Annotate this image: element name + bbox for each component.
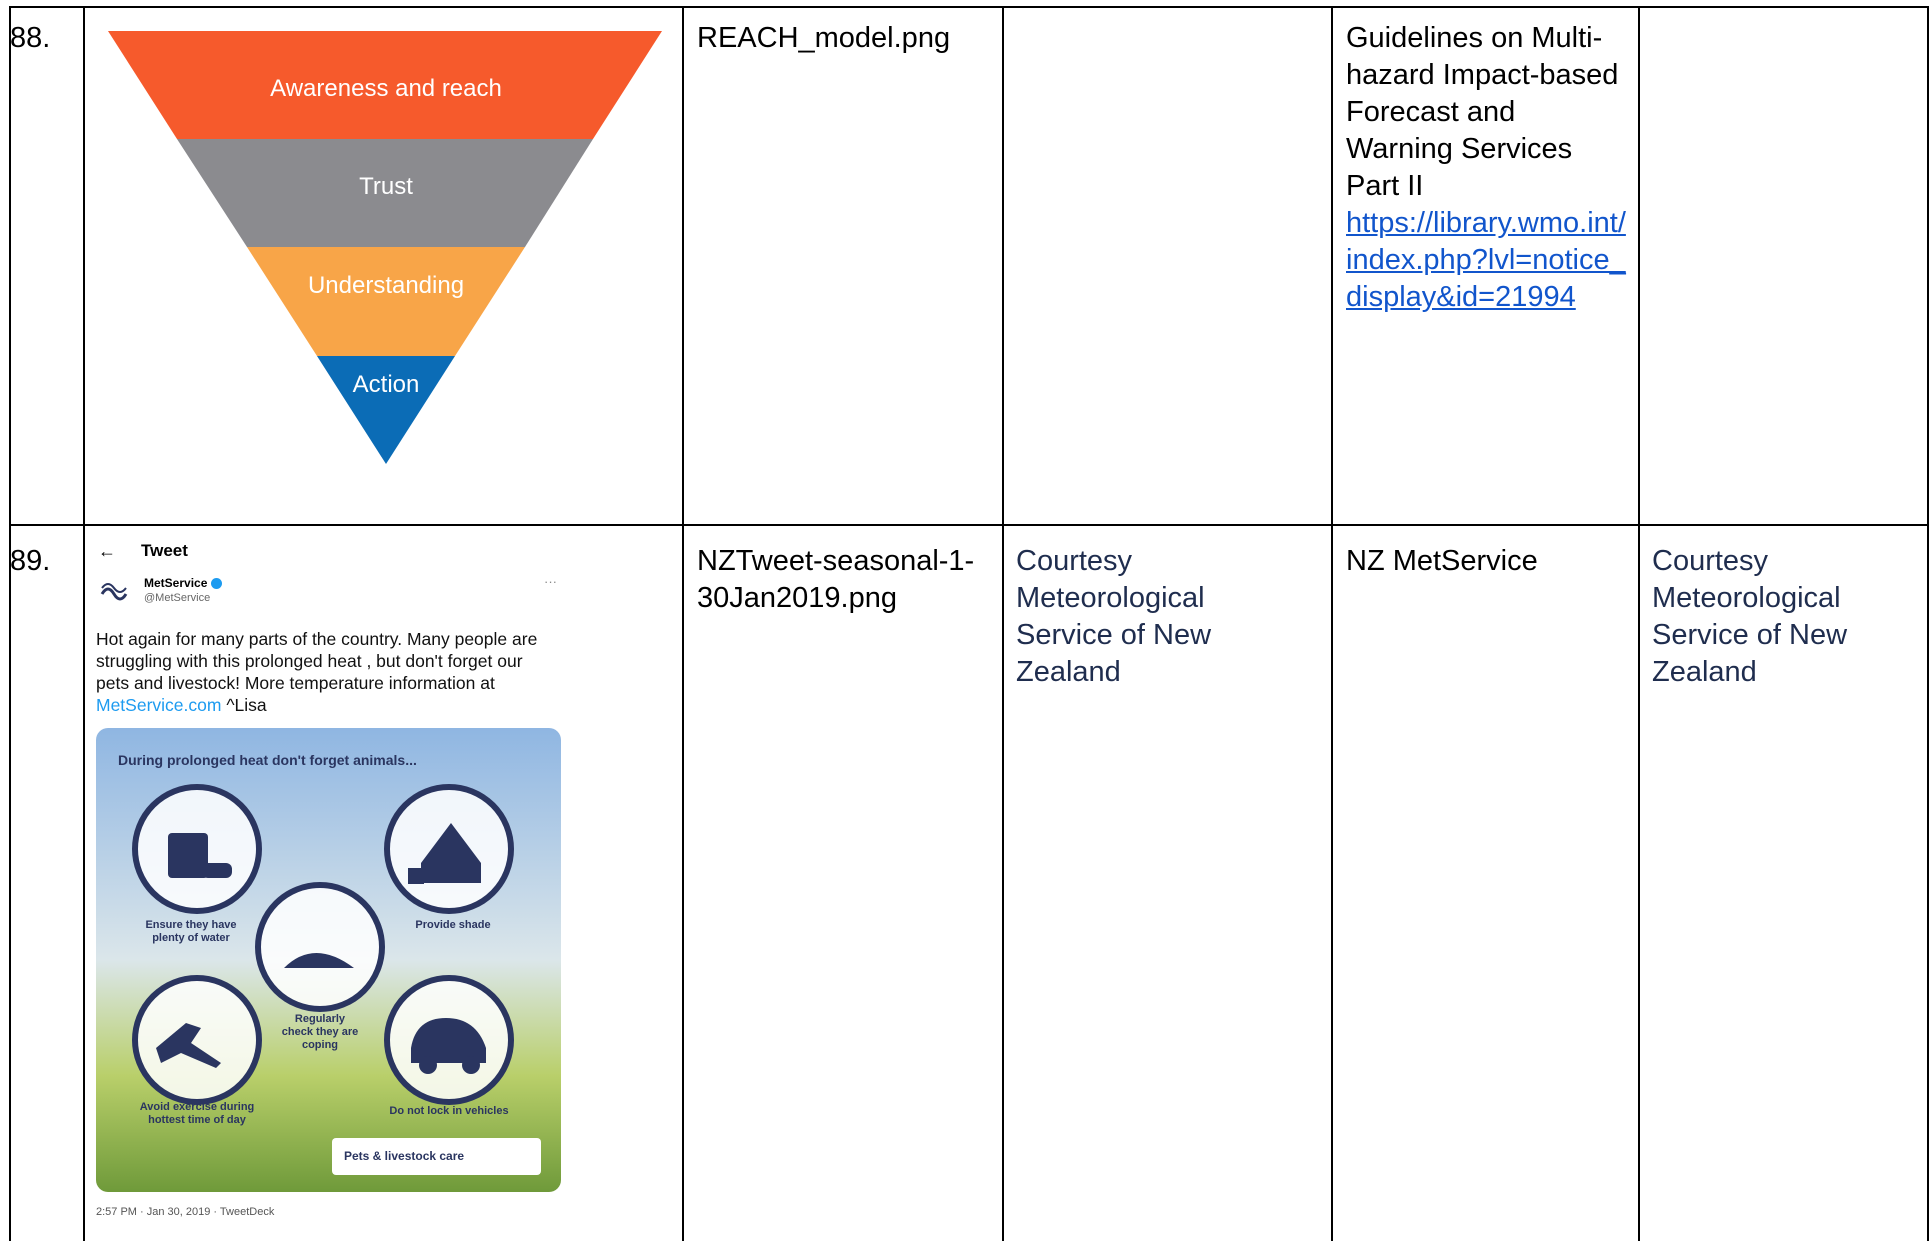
verified-badge [210, 578, 222, 590]
avatar [100, 583, 128, 601]
handle: @MetService [144, 592, 211, 604]
filename: REACH_model.png [697, 22, 951, 54]
tip: Provide shade [415, 919, 491, 931]
tweet-body: Hot again for many parts of the country.… [96, 629, 538, 693]
row-number: 89. [10, 545, 51, 577]
row-number: 88. [10, 22, 51, 54]
infographic [96, 728, 561, 1192]
source-title: Guidelines on Multi-hazard Impact-based … [1346, 22, 1619, 202]
copyright: Courtesy Meteorological Service of New Z… [1652, 545, 1848, 688]
col-divider [1927, 6, 1929, 1241]
source-link[interactable]: https://library.wmo.int/index.php?lvl=no… [1346, 207, 1626, 313]
filename: NZTweet-seasonal-1-30Jan2019.png [697, 545, 975, 614]
tip: Ensure they have plenty of water [145, 919, 237, 944]
credit: Courtesy Meteorological Service of New Z… [1016, 545, 1212, 688]
row-divider [10, 524, 1929, 526]
col-divider [682, 6, 684, 1241]
col-divider [1331, 6, 1333, 1241]
col-divider [9, 6, 11, 1241]
table-border [10, 6, 1929, 8]
col-divider [1638, 6, 1640, 1241]
timestamp: 2:57 PM · Jan 30, 2019 · TweetDeck [96, 1206, 275, 1218]
source: Guidelines on Multi-hazard Impact-based … [1346, 20, 1628, 316]
funnel-label: Awareness and reach [270, 75, 502, 102]
tweet-link: MetService.com [96, 695, 222, 715]
source-title: NZ MetService [1346, 545, 1538, 577]
funnel-label: Understanding [307, 272, 465, 299]
tweet-header: Tweet [141, 541, 188, 560]
funnel-label: Action [352, 371, 420, 398]
col-divider [1002, 6, 1004, 1241]
account-name: MetService [144, 576, 222, 590]
card-title: During prolonged heat don't forget anima… [118, 752, 417, 768]
funnel-label: Trust [359, 173, 413, 200]
account: MetService [144, 576, 208, 590]
col-divider [83, 6, 85, 1241]
signature: ^Lisa [226, 695, 267, 715]
tip: Do not lock in vehicles [389, 1105, 509, 1117]
tip: Avoid exercise during hottest time of da… [139, 1101, 255, 1126]
badge: Pets & livestock care [344, 1149, 465, 1163]
back-arrow: ← [98, 541, 116, 561]
funnel-image [108, 31, 662, 464]
more-menu: ··· [544, 574, 557, 589]
tweet-text: Hot again for many parts of the country.… [96, 628, 556, 716]
tip: Regularly check they are coping [281, 1013, 359, 1051]
